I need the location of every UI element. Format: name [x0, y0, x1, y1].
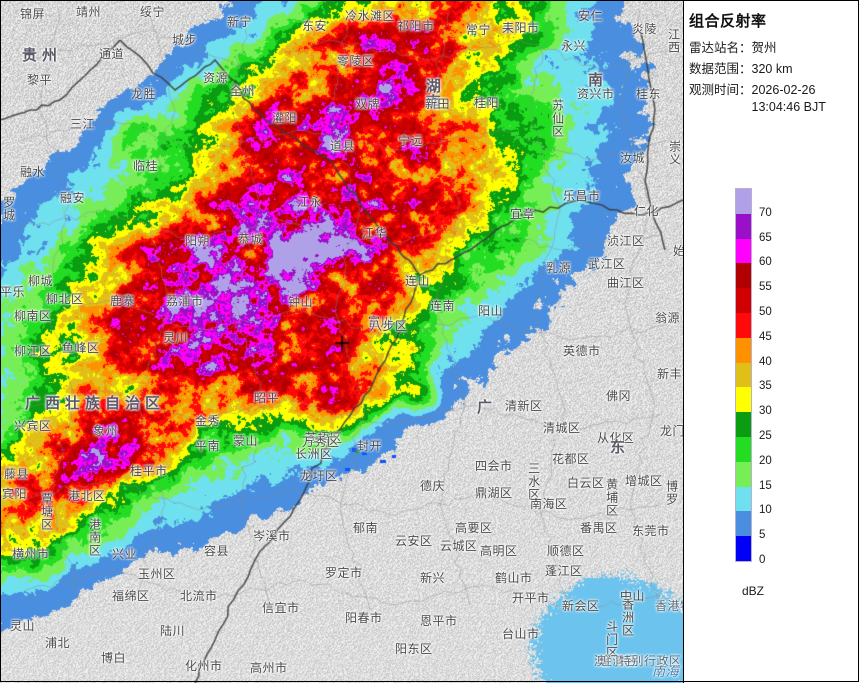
colorbar-segment-0	[736, 536, 751, 561]
colorbar-tick-65: 65	[759, 231, 772, 244]
colorbar-unit-label: dBZ	[742, 584, 765, 598]
colorbar-tick-60: 60	[759, 256, 772, 269]
range-value: 320 km	[751, 61, 793, 76]
colorbar-tick-15: 15	[759, 479, 772, 492]
station-value: 贺州	[751, 41, 777, 55]
colorbar-segment-30	[736, 387, 751, 413]
info-row-station: 雷达站名： 贺州	[689, 40, 859, 57]
radar-map-panel[interactable]: 锦屏 靖州 绥宁 新宁 东安 冷水滩区 祁阳市 常宁 耒阳市 安仁 永兴 炎陵 江西 通道 城步 贵州 黎平 龙胜…	[0, 0, 684, 683]
colorbar-segment-40	[736, 337, 751, 363]
colorbar-segment-25	[736, 412, 751, 437]
info-row-range: 数据范围： 320 km	[689, 61, 859, 78]
panel-divider	[683, 0, 684, 683]
colorbar-segment-50	[736, 288, 751, 313]
colorbar-tick-55: 55	[759, 281, 772, 294]
info-side-panel: 组合反射率 雷达站名： 贺州 数据范围： 320 km 观测时间： 2026-0…	[683, 0, 860, 683]
colorbar-tick-5: 5	[759, 529, 766, 542]
product-title: 组合反射率	[689, 13, 767, 30]
colorbar-tick-35: 35	[759, 380, 772, 393]
colorbar-tick-70: 70	[759, 206, 772, 219]
colorbar-segment-45	[736, 312, 751, 338]
time-label: 观测时间：	[689, 82, 752, 97]
time-value: 2026-02-26 13:04:46 BJT	[751, 82, 826, 114]
colorbar-segment-35	[736, 362, 751, 388]
colorbar-segment-10	[736, 486, 751, 512]
colorbar-segment-5	[736, 511, 751, 537]
colorbar-segment-65	[736, 213, 751, 239]
colorbar-gradient[interactable]	[735, 188, 752, 562]
product-info-box: 组合反射率 雷达站名： 贺州 数据范围： 320 km 观测时间： 2026-0…	[687, 8, 859, 120]
dbz-colorbar-legend[interactable]: 0 5 10 15 20 25 30 35 40 45 50 55 60 65 70	[735, 188, 855, 566]
station-label: 雷达站名：	[689, 41, 752, 55]
colorbar-tick-40: 40	[759, 355, 772, 368]
radar-map-canvas[interactable]	[0, 0, 683, 683]
colorbar-tick-20: 20	[759, 454, 772, 467]
colorbar-segment-55	[736, 263, 751, 289]
colorbar-tick-50: 50	[759, 306, 772, 318]
colorbar-tick-10: 10	[759, 504, 772, 517]
colorbar-segment-20	[736, 436, 751, 462]
info-row-time: 观测时间： 2026-02-26 13:04:46 BJT	[689, 82, 859, 116]
colorbar-segment-70	[736, 189, 751, 214]
range-label: 数据范围：	[689, 61, 752, 76]
colorbar-segment-15	[736, 461, 751, 487]
colorbar-tick-30: 30	[759, 405, 772, 418]
colorbar-tick-45: 45	[759, 330, 772, 343]
colorbar-tick-25: 25	[759, 430, 772, 442]
colorbar-tick-0: 0	[759, 554, 766, 566]
colorbar-segment-60	[736, 238, 751, 264]
